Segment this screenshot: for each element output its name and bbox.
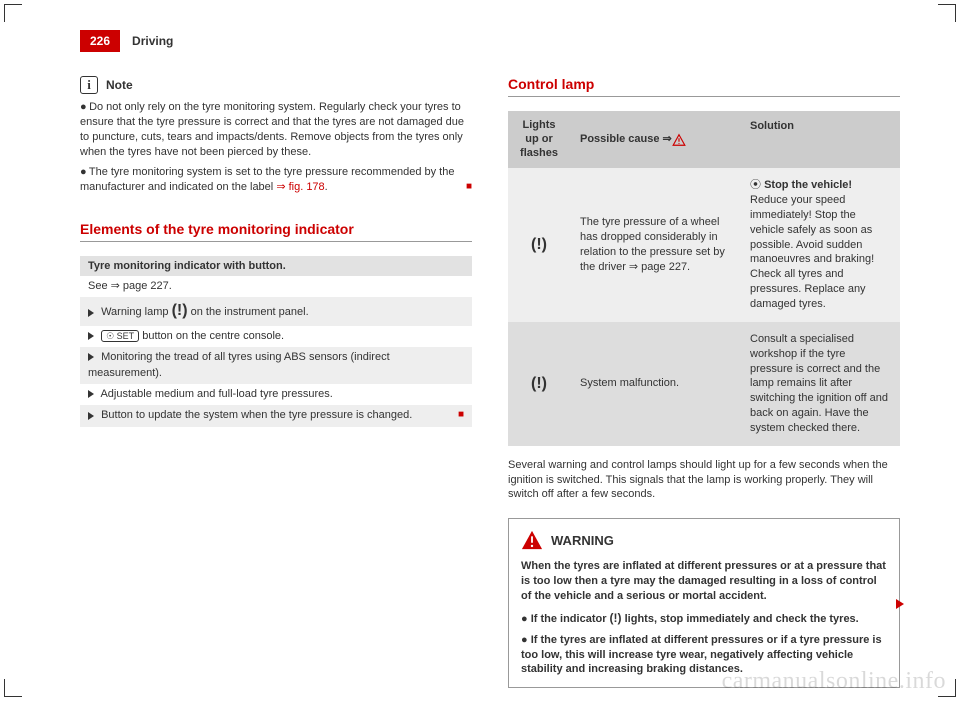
rim-icon: ⦿ bbox=[750, 179, 764, 191]
triangle-icon bbox=[88, 412, 94, 420]
stop-vehicle-label: Stop the vehicle! bbox=[764, 179, 852, 191]
see-ref: See ⇒ page 227. bbox=[80, 276, 472, 297]
solution-text2: Check all tyres and pressures. Replace a… bbox=[750, 268, 866, 310]
th-cause: Possible cause ⇒ bbox=[570, 111, 740, 168]
triangle-icon bbox=[88, 332, 94, 340]
warning-heading: WARNING bbox=[521, 529, 887, 551]
table-row: (!) The tyre pressure of a wheel has dro… bbox=[508, 168, 900, 322]
list-item: ☉ SET button on the centre console. bbox=[80, 326, 472, 347]
list-text: on the instrument panel. bbox=[191, 306, 309, 318]
note-paragraph-2: ● The tyre monitoring system is set to t… bbox=[80, 165, 472, 195]
left-column: i Note ● Do not only rely on the tyre mo… bbox=[80, 76, 472, 688]
tpms-icon: (!) bbox=[531, 235, 547, 255]
bullet-icon: ● bbox=[80, 165, 86, 180]
page: 226 Driving i Note ● Do not only rely on… bbox=[0, 0, 960, 701]
page-number: 226 bbox=[80, 30, 120, 52]
content-columns: i Note ● Do not only rely on the tyre mo… bbox=[80, 76, 900, 688]
bullet-icon: ● bbox=[80, 100, 86, 115]
list-item: Button to update the system when the tyr… bbox=[80, 405, 472, 426]
warning-bullet: ● If the indicator (!) lights, stop imme… bbox=[521, 610, 887, 627]
solution-text: Reduce your speed immediately! Stop the … bbox=[750, 194, 874, 265]
warning-triangle-icon bbox=[521, 529, 543, 551]
warning-text: If the indicator bbox=[531, 613, 610, 625]
triangle-icon bbox=[88, 390, 94, 398]
list-item: Warning lamp (!) on the instrument panel… bbox=[80, 297, 472, 325]
list-text: Monitoring the tread of all tyres using … bbox=[88, 351, 390, 378]
cell-icon: (!) bbox=[508, 322, 570, 446]
continued-icon bbox=[896, 599, 904, 609]
note-label: Note bbox=[106, 78, 133, 92]
note-text: The tyre monitoring system is set to the… bbox=[80, 166, 454, 193]
triangle-icon bbox=[88, 353, 94, 361]
warning-box: WARNING When the tyres are inflated at d… bbox=[508, 518, 900, 688]
list-text: button on the centre console. bbox=[142, 330, 284, 342]
section-name: Driving bbox=[132, 34, 173, 48]
cell-icon: (!) bbox=[508, 168, 570, 322]
cell-solution: ⦿ Stop the vehicle! Reduce your speed im… bbox=[740, 168, 900, 322]
note-text: Do not only rely on the tyre monitoring … bbox=[80, 101, 464, 158]
cell-solution: Consult a specialised workshop if the ty… bbox=[740, 322, 900, 446]
note-heading: i Note bbox=[80, 76, 472, 94]
th-lights: Lights up or flashes bbox=[508, 111, 570, 168]
warning-title: WARNING bbox=[551, 532, 614, 550]
watermark: carmanualsonline.info bbox=[722, 668, 946, 695]
table-row: (!) System malfunction. Consult a specia… bbox=[508, 322, 900, 446]
cell-cause: System malfunction. bbox=[570, 322, 740, 446]
th-cause-text: Possible cause ⇒ bbox=[580, 132, 672, 147]
note-paragraph-1: ● Do not only rely on the tyre monitorin… bbox=[80, 100, 472, 159]
table-header: Lights up or flashes Possible cause ⇒ So… bbox=[508, 111, 900, 168]
bullet-icon: ● bbox=[521, 613, 531, 625]
bullet-icon: ● bbox=[521, 634, 531, 646]
end-of-section-icon: ■ bbox=[458, 408, 464, 422]
tpms-flash-icon: (!) bbox=[531, 374, 547, 394]
list-item: Adjustable medium and full-load tyre pre… bbox=[80, 384, 472, 405]
page-header: 226 Driving bbox=[80, 30, 900, 52]
warning-text: lights, stop immediately and check the t… bbox=[625, 613, 859, 625]
triangle-icon bbox=[88, 309, 94, 317]
tpms-icon: (!) bbox=[610, 610, 622, 626]
list-text: Adjustable medium and full-load tyre pre… bbox=[100, 388, 332, 400]
after-table-paragraph: Several warning and control lamps should… bbox=[508, 458, 900, 503]
th-solution: Solution bbox=[740, 111, 900, 168]
divider bbox=[508, 96, 900, 97]
control-lamp-heading: Control lamp bbox=[508, 76, 900, 92]
right-column: Control lamp Lights up or flashes Possib… bbox=[508, 76, 900, 688]
list-item: Monitoring the tread of all tyres using … bbox=[80, 347, 472, 384]
cell-cause: The tyre pressure of a wheel has dropped… bbox=[570, 168, 740, 322]
divider bbox=[80, 241, 472, 242]
info-icon: i bbox=[80, 76, 98, 94]
grey-box-title: Tyre monitoring indicator with button. bbox=[80, 256, 472, 276]
warning-paragraph: When the tyres are inflated at different… bbox=[521, 559, 887, 604]
end-of-section-icon: ■ bbox=[466, 180, 472, 194]
tpms-icon: (!) bbox=[172, 300, 188, 322]
set-button-icon: ☉ SET bbox=[101, 330, 139, 342]
fig-link: ⇒ fig. 178 bbox=[276, 181, 324, 193]
list-text: Button to update the system when the tyr… bbox=[101, 409, 412, 421]
list-text: Warning lamp bbox=[101, 306, 172, 318]
warning-triangle-icon bbox=[672, 133, 686, 147]
elements-heading: Elements of the tyre monitoring indicato… bbox=[80, 221, 472, 237]
